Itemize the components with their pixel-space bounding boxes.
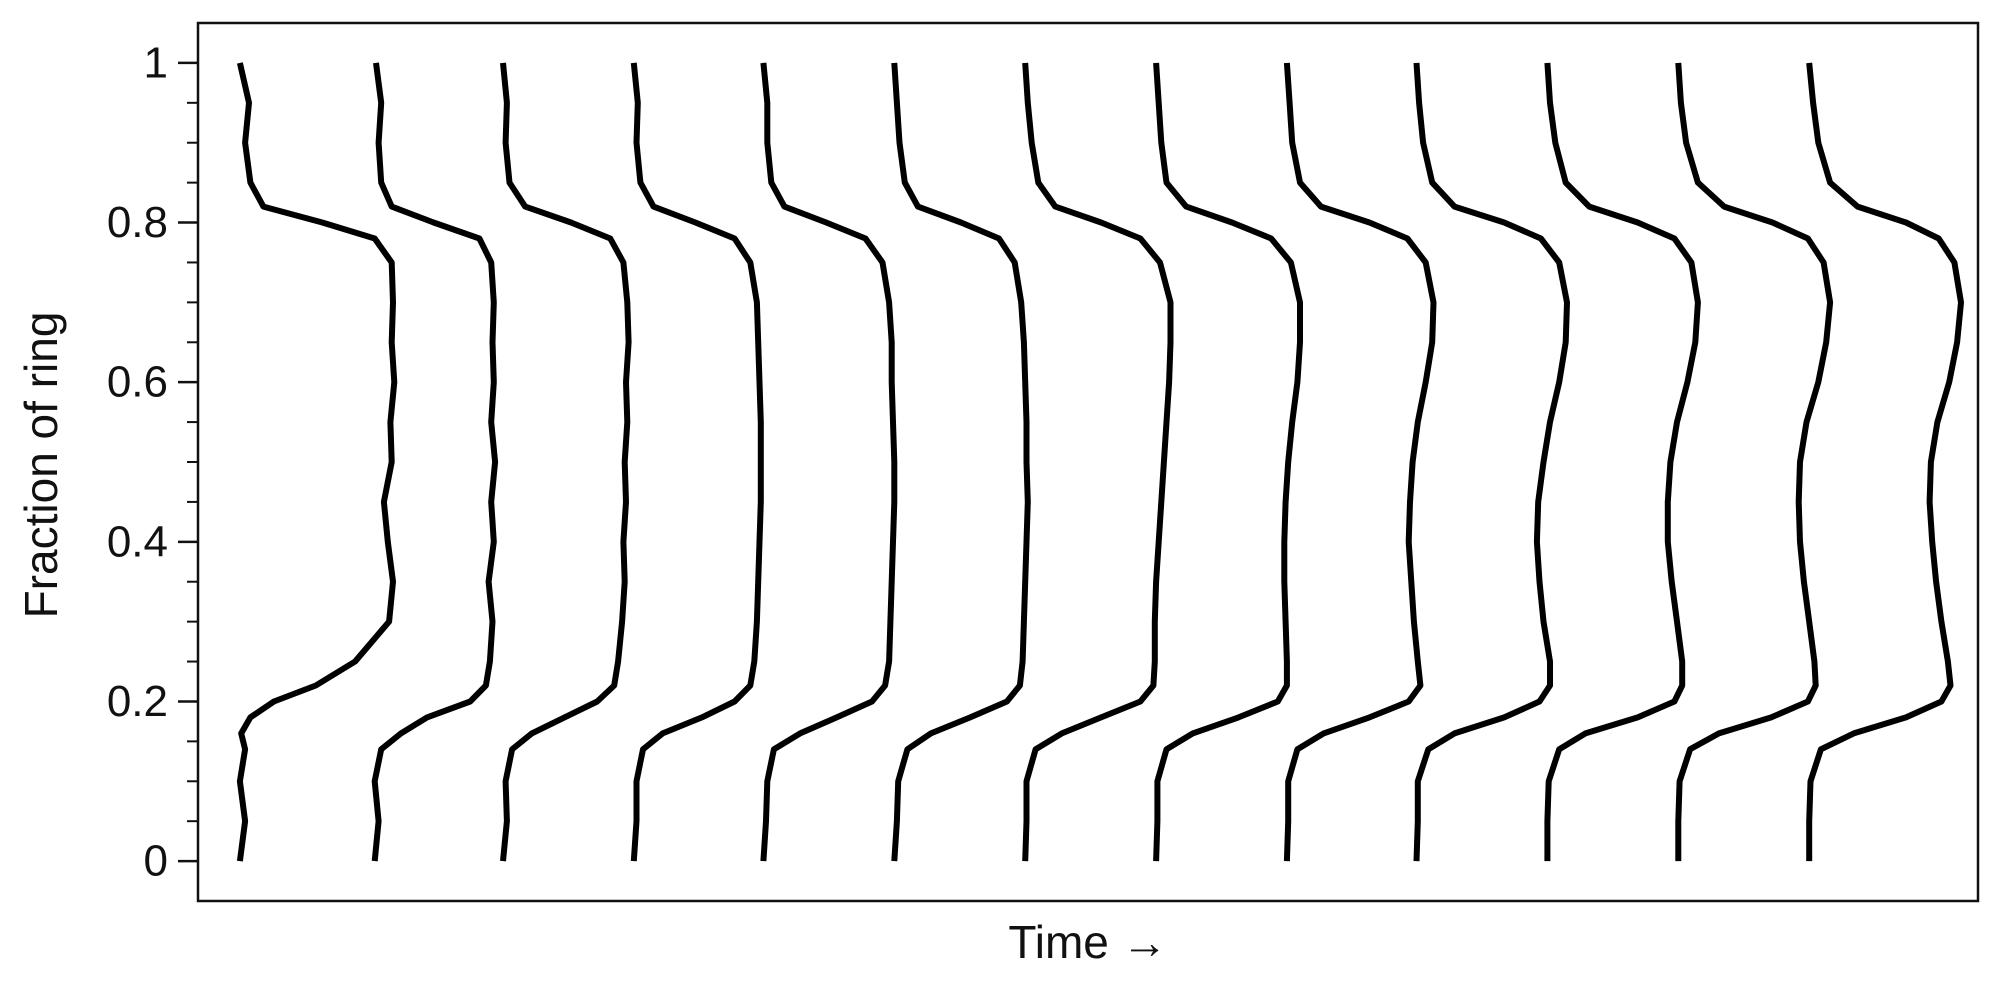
y-tick-label-5: 1 xyxy=(144,38,168,87)
y-axis-title: Fraction of ring xyxy=(15,312,67,619)
series-line-7 xyxy=(1022,62,1174,862)
series-line-11 xyxy=(1544,62,1701,862)
series-line-3 xyxy=(500,62,632,862)
series-line-10 xyxy=(1413,62,1570,862)
series-line-5 xyxy=(760,62,898,862)
series-line-2 xyxy=(371,62,499,862)
y-tick-label-2: 0.4 xyxy=(107,517,168,566)
y-tick-label-3: 0.6 xyxy=(107,358,168,407)
y-tick-label-1: 0.2 xyxy=(107,677,168,726)
series-line-6 xyxy=(891,62,1031,862)
x-axis-title: Time → xyxy=(1008,916,1167,968)
plot-frame xyxy=(196,21,1980,903)
series-line-13 xyxy=(1806,62,1964,862)
series-lines xyxy=(236,62,1964,862)
series-line-1 xyxy=(236,62,398,862)
series-line-12 xyxy=(1675,62,1834,862)
y-axis: 0 0.2 0.4 0.6 0.8 1 xyxy=(107,38,198,886)
series-line-4 xyxy=(630,62,764,862)
y-tick-label-4: 0.8 xyxy=(107,198,168,247)
series-line-8 xyxy=(1153,62,1303,862)
y-tick-label-0: 0 xyxy=(144,837,168,886)
series-line-9 xyxy=(1283,62,1437,862)
